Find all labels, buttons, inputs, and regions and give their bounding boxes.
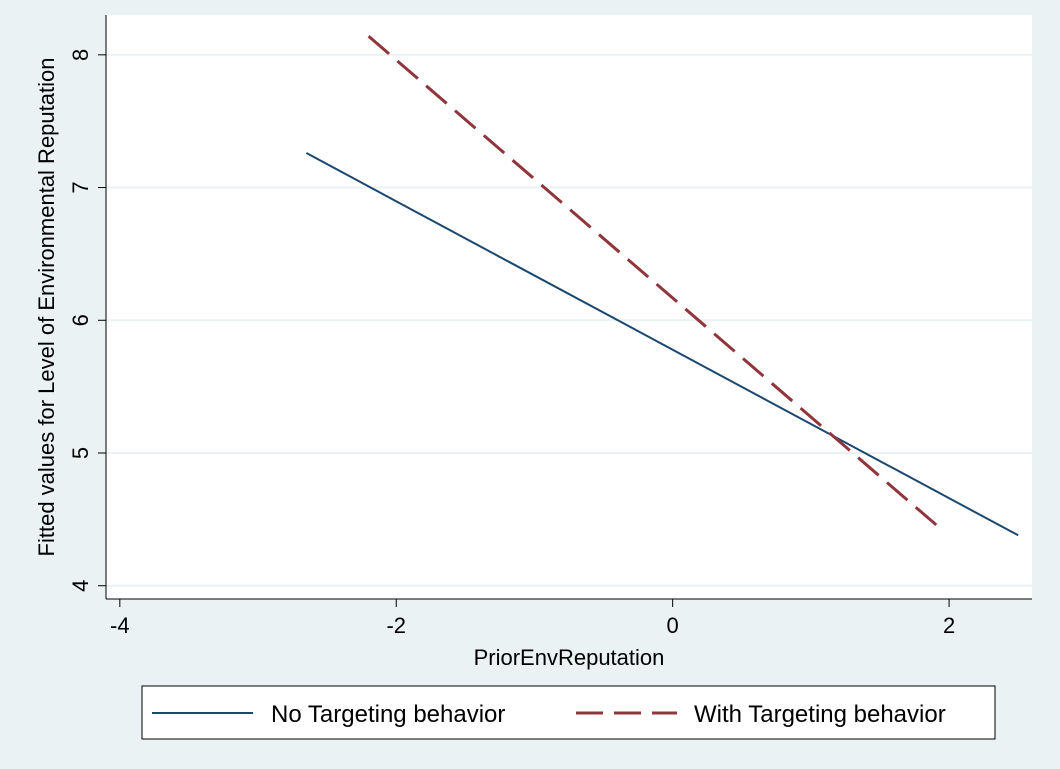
- y-tick-label: 6: [68, 314, 93, 326]
- legend-label-no-targeting: No Targeting behavior: [271, 701, 505, 728]
- legend: No Targeting behavior With Targeting beh…: [141, 685, 996, 740]
- y-tick-label: 8: [68, 49, 93, 61]
- y-axis-title: Fitted values for Level of Environmental…: [34, 58, 59, 557]
- x-tick-label: -2: [386, 613, 406, 638]
- grid-lines: [106, 53, 1032, 587]
- plot-area: [106, 15, 1032, 599]
- legend-label-with-targeting: With Targeting behavior: [694, 701, 946, 728]
- y-tick-label: 7: [68, 181, 93, 193]
- x-ticks: -4 -2 0 2: [110, 599, 955, 638]
- axes: [105, 15, 1032, 600]
- y-tick-label: 5: [68, 447, 93, 459]
- y-ticks: 4 5 6 7 8: [68, 49, 106, 592]
- series-line-with-targeting: [367, 35, 944, 532]
- x-axis-title: PriorEnvReputation: [474, 645, 665, 670]
- x-tick-label: 2: [943, 613, 955, 638]
- series-line-no-targeting: [305, 152, 1019, 537]
- y-tick-label: 4: [68, 580, 93, 592]
- x-tick-label: 0: [667, 613, 679, 638]
- series-lines: [305, 35, 1019, 537]
- x-tick-label: -4: [110, 613, 130, 638]
- legend-box: [141, 685, 996, 740]
